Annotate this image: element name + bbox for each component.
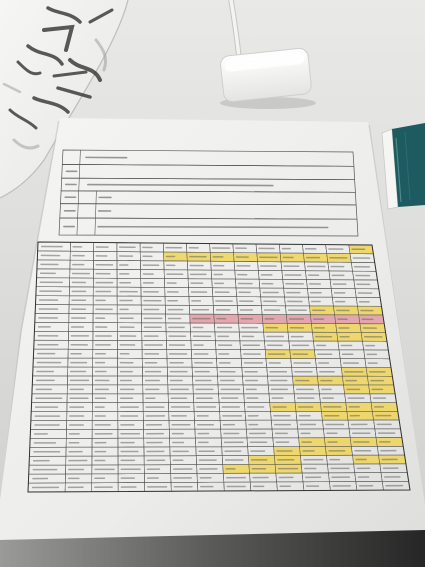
calligraphy-strokes <box>8 6 114 130</box>
header-form-table <box>58 149 359 237</box>
table-border <box>27 241 411 493</box>
highlighted-data-table <box>27 241 411 493</box>
calligraphy-paper <box>0 0 129 199</box>
illegible-text-mark <box>97 225 329 229</box>
form-row <box>58 217 359 237</box>
bleed-through-strokes <box>2 38 108 150</box>
power-adapter <box>220 0 316 109</box>
notebook <box>381 123 425 210</box>
bottom-shadow <box>0 530 425 567</box>
illegible-text-mark <box>87 183 274 187</box>
